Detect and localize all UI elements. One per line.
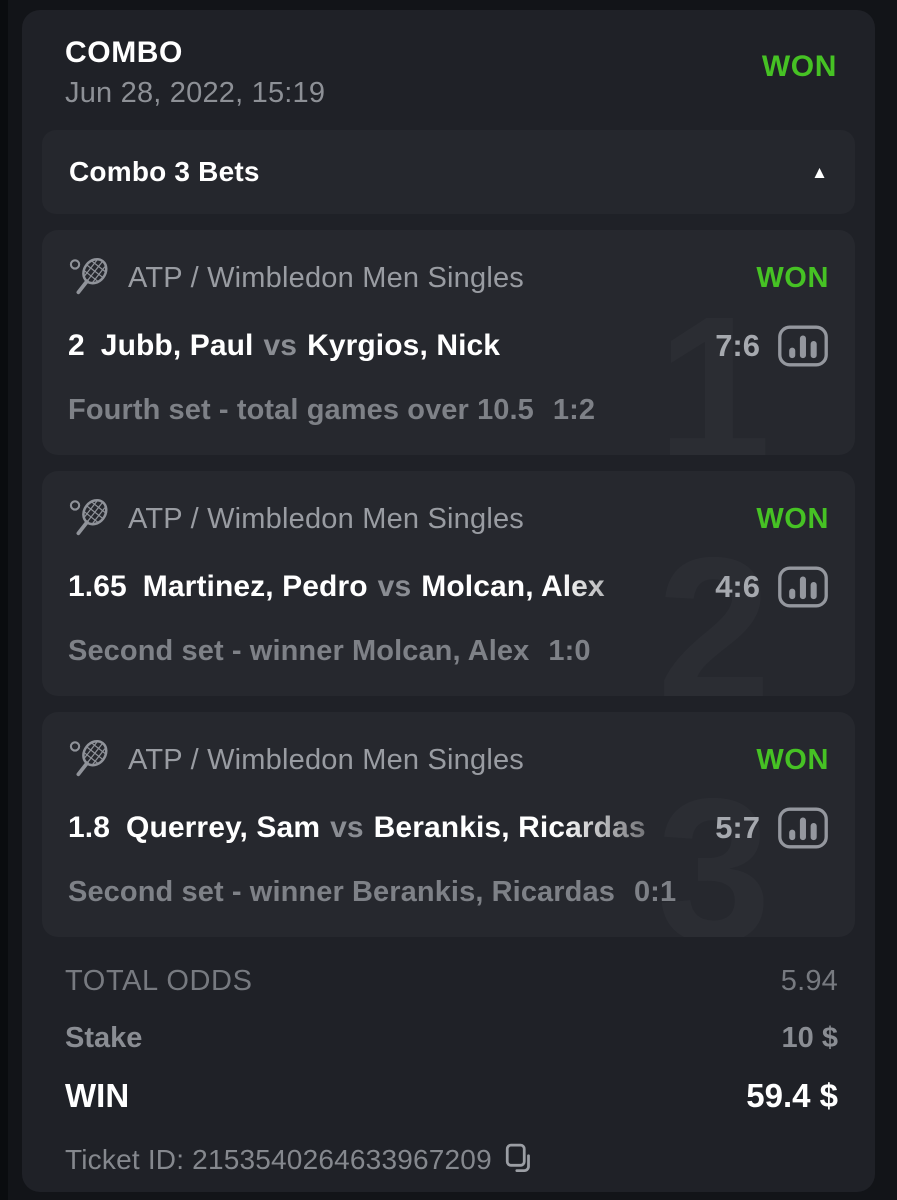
win-value: 59.4 $ <box>746 1077 838 1114</box>
combo-bets-label: Combo 3 Bets <box>69 156 260 187</box>
copy-icon[interactable] <box>505 1143 535 1177</box>
match-stats-icon[interactable] <box>777 566 829 608</box>
match-stats-icon[interactable] <box>777 325 829 367</box>
total-odds-label: TOTAL ODDS <box>65 965 253 997</box>
bet-status-badge: WON <box>756 503 829 535</box>
total-odds-value: 5.94 <box>780 965 838 997</box>
player-away: Berankis, Ricardas <box>373 811 646 844</box>
league-row: ATP / Wimbledon Men Singles WON <box>68 255 829 302</box>
ticket-header-left: COMBO Jun 28, 2022, 15:19 <box>65 36 325 110</box>
match-row: 2 Jubb, Paul vs Kyrgios, Nick 7:6 <box>68 325 829 367</box>
bet-odds: 1.8 <box>68 811 111 844</box>
set-score: 4:6 <box>715 569 760 604</box>
match-row: 1.65 Martinez, Pedro vs Molcan, Alex 4:6 <box>68 566 829 608</box>
stake-row: Stake 10 $ <box>65 1022 838 1055</box>
combo-bets-toggle[interactable]: Combo 3 Bets ▲ <box>42 130 855 214</box>
league-row: ATP / Wimbledon Men Singles WON <box>68 737 829 784</box>
bet-status-badge: WON <box>756 262 829 294</box>
league-row: ATP / Wimbledon Men Singles WON <box>68 496 829 543</box>
player-away: Molcan, Alex <box>421 570 605 603</box>
market-row: Second set - winner Molcan, Alex 1:0 <box>68 635 829 668</box>
total-odds-row: TOTAL ODDS 5.94 <box>65 965 838 998</box>
match-row: 1.8 Querrey, Sam vs Berankis, Ricardas 5:7 <box>68 807 829 849</box>
market-score: 0:1 <box>633 876 677 908</box>
player-home: Martinez, Pedro <box>142 570 368 603</box>
tennis-racket-icon <box>68 255 113 301</box>
market-description: Fourth set - total games over 10.5 <box>68 394 534 426</box>
bet-card-1: 1 ATP / Wimbledon Men Singles WON 2 Jubb,… <box>42 230 855 455</box>
vs-separator: vs <box>377 570 412 603</box>
market-description: Second set - winner Berankis, Ricardas <box>68 876 615 908</box>
match-name: 1.8 Querrey, Sam vs Berankis, Ricardas <box>68 811 699 845</box>
stake-label: Stake <box>65 1022 143 1054</box>
ticket-status-badge: WON <box>761 50 837 83</box>
league-name: ATP / Wimbledon Men Singles <box>128 503 524 535</box>
match-stats-icon[interactable] <box>777 807 829 849</box>
set-score: 5:7 <box>715 810 760 845</box>
player-home: Querrey, Sam <box>126 811 321 844</box>
market-score: 1:2 <box>552 394 596 426</box>
bet-odds: 2 <box>68 329 85 362</box>
league-name: ATP / Wimbledon Men Singles <box>128 744 524 776</box>
bet-number-watermark: 3 <box>656 756 771 937</box>
market-row: Fourth set - total games over 10.5 1:2 <box>68 394 829 427</box>
ticket-datetime: Jun 28, 2022, 15:19 <box>65 77 326 109</box>
tennis-racket-icon <box>68 737 113 783</box>
market-description: Second set - winner Molcan, Alex <box>68 635 530 667</box>
stake-value: 10 $ <box>781 1022 838 1054</box>
match-name: 2 Jubb, Paul vs Kyrgios, Nick <box>68 329 699 363</box>
player-away: Kyrgios, Nick <box>307 329 501 362</box>
market-row: Second set - winner Berankis, Ricardas 0… <box>68 876 829 909</box>
bet-status-badge: WON <box>756 744 829 776</box>
ticket-header: COMBO Jun 28, 2022, 15:19 WON <box>42 10 855 110</box>
page-edge-background <box>0 0 8 1200</box>
bet-number-watermark: 1 <box>656 274 771 455</box>
bet-card-3: 3 ATP / Wimbledon Men Singles WON 1.8 Que… <box>42 712 855 937</box>
player-home: Jubb, Paul <box>100 329 254 362</box>
bet-ticket-panel: COMBO Jun 28, 2022, 15:19 WON Combo 3 Be… <box>22 10 875 1192</box>
vs-separator: vs <box>263 329 298 362</box>
match-name: 1.65 Martinez, Pedro vs Molcan, Alex <box>68 570 699 604</box>
bet-odds: 1.65 <box>68 570 127 603</box>
collapse-arrow-icon[interactable]: ▲ <box>811 162 828 182</box>
ticket-id-row: Ticket ID: 2153540264633967209 <box>65 1143 838 1177</box>
bet-number-watermark: 2 <box>656 515 771 696</box>
ticket-id-text: Ticket ID: 2153540264633967209 <box>65 1144 492 1175</box>
market-score: 1:0 <box>548 635 591 667</box>
ticket-summary: TOTAL ODDS 5.94 Stake 10 $ WIN 59.4 $ Ti… <box>42 937 855 1177</box>
vs-separator: vs <box>330 811 364 844</box>
win-row: WIN 59.4 $ <box>65 1077 838 1115</box>
set-score: 7:6 <box>715 328 760 363</box>
ticket-type-title: COMBO <box>65 36 183 69</box>
win-label: WIN <box>65 1077 130 1114</box>
tennis-racket-icon <box>68 496 113 542</box>
bet-card-2: 2 ATP / Wimbledon Men Singles WON 1.65 Ma… <box>42 471 855 696</box>
league-name: ATP / Wimbledon Men Singles <box>128 262 524 294</box>
